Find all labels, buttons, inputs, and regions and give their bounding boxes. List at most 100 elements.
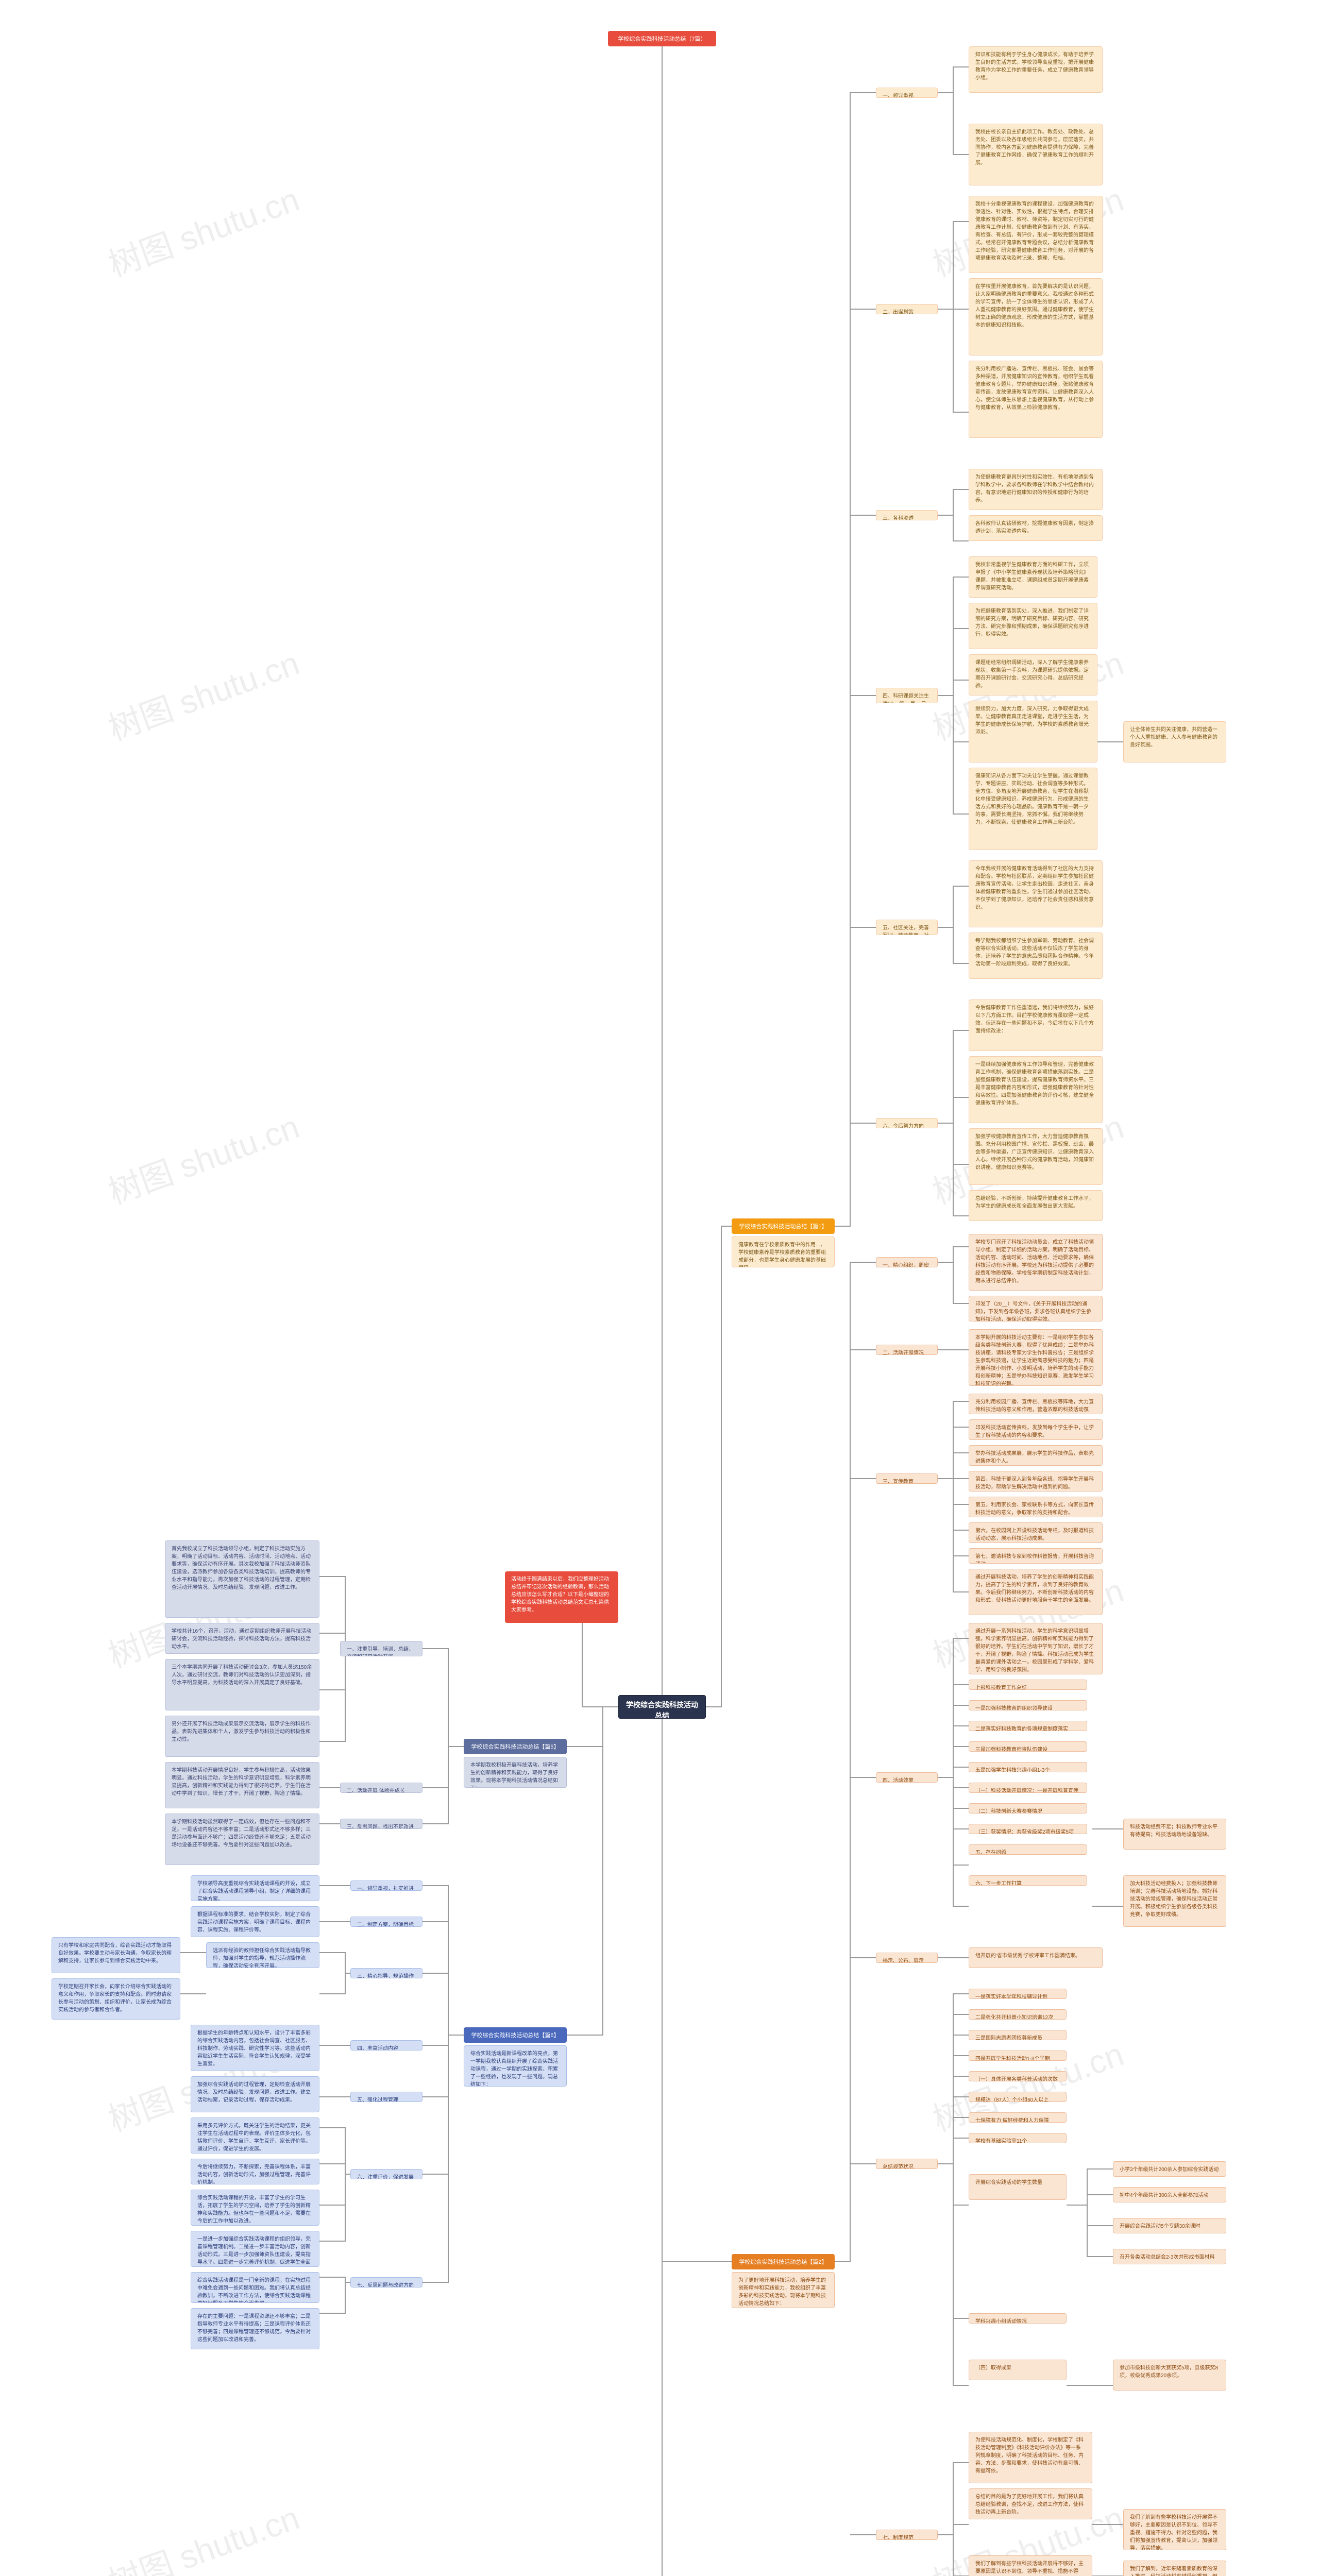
detail-box: 另外还开展了科技活动成果展示交流活动，展示学生的科技作品，表彰先进集体和个人，激… bbox=[165, 1716, 319, 1757]
detail-box: 开展综合实践活动5个专题30余课时 bbox=[1113, 2218, 1226, 2233]
detail-box: 今年我校开展的健康教育活动得到了社区的大力支持和配合。学校与社区联系，定期组织学… bbox=[969, 860, 1103, 927]
detail-box: 选派有经验的教师担任综合实践活动指导教师，加强对学生的指导，规范活动操作流程，确… bbox=[206, 1942, 319, 1968]
detail-box: 继续努力，加大力度，深入研究，力争取得更大成果。让健康教育真正走进课堂，走进学生… bbox=[969, 701, 1097, 762]
detail-box: 知识和技能有利于学生身心健康成长，有助于培养学生良好的生活方式，学校领导高度重视… bbox=[969, 46, 1103, 93]
detail-box: 通过开展科技活动，培养了学生的创新精神和实践能力，提高了学生的科学素养，收到了良… bbox=[969, 1569, 1103, 1615]
top-title: 学校综合实践科技活动总结（7篇） bbox=[608, 31, 716, 46]
detail-box: 小学3个年级共计200余人参加综合实践活动 bbox=[1113, 2161, 1226, 2177]
detail-box: 学科兴趣小组活动情况 bbox=[969, 2313, 1067, 2324]
subtopic-label[interactable]: 总结规范状况 bbox=[876, 2159, 938, 2169]
detail-box: （一）科技活动开展情况：一是开展科普宣传周活动 bbox=[969, 1783, 1087, 1793]
subtopic-label[interactable]: 三、反思问题，找出不足改进工作 bbox=[340, 1819, 422, 1829]
branch-intro: 健康教育在学校素质教育中的作用...，学校健康素养是学校素质教育的重要组成部分，… bbox=[732, 1236, 835, 1267]
subtopic-label[interactable]: 四、科研课题关注生活20__年__月__日 bbox=[876, 688, 938, 703]
detail-box: 综合实践活动课程的开设，丰富了学生的学习生活，拓展了学生的学习空间，培养了学生的… bbox=[191, 2190, 319, 2226]
detail-box: 开展综合实践活动的学生数量 bbox=[969, 2174, 1067, 2200]
branch-intro: 本学期我校积极开展科技活动，培养学生的创新精神和实践能力，取得了良好效果。现将本… bbox=[464, 1757, 567, 1788]
detail-box: 举办科技活动成果展，展示学生的科技作品，表彰先进集体和个人。 bbox=[969, 1445, 1103, 1466]
subtopic-label[interactable]: 二、出谋划策 bbox=[876, 304, 938, 314]
detail-box: 通过开展一系列科技活动，学生的科学意识明显增强，科学素养明显提高，创新精神和实践… bbox=[969, 1623, 1103, 1674]
watermark: 树图 shutu.cn bbox=[101, 2492, 305, 2576]
detail-box: 本学期科技活动开展情况良好，学生参与积极性高，活动效果明显。通过科技活动，学生的… bbox=[165, 1762, 319, 1808]
detail-box: 四是开展学生科技活动1-3个学期 bbox=[969, 2050, 1067, 2061]
detail-box: 三是加强科技教育师资队伍建设 bbox=[969, 1741, 1087, 1752]
detail-box: 二是强化共开科普小知识培训12次 bbox=[969, 2009, 1067, 2020]
subtopic-label[interactable]: 七、反思问题与改进方向 bbox=[350, 2277, 422, 2287]
watermark: 树图 shutu.cn bbox=[101, 173, 305, 286]
detail-box: 我们了解到，近年来随着素质教育的深入推进，科技活动越来越受到重视，但也存在一些问… bbox=[1123, 2561, 1226, 2576]
detail-box: 我校非常重视学生健康教育方面的科研工作，立项申报了《中小学生健康素养现状及培养策… bbox=[969, 556, 1097, 598]
detail-box: 本学期开展的科技活动主要有：一是组织学生参加各级各类科技创新大赛，取得了优异成绩… bbox=[969, 1329, 1103, 1386]
detail-box: 印发科技活动宣传资料，发放到每个学生手中，让学生了解科技活动的内容和要求。 bbox=[969, 1419, 1103, 1440]
detail-box: 组开展的'省市级优秀'学校评审工作圆满结束。 bbox=[969, 1947, 1103, 1968]
subtopic-label[interactable]: 一、领导重视，扎实推进 bbox=[350, 1880, 422, 1891]
subtopic-label[interactable]: 三、宣传教育 bbox=[876, 1473, 938, 1484]
detail-box: 印发了（20__）号文件，《关于开展科技活动的通知》，下发到各年级各班，要求各班… bbox=[969, 1296, 1103, 1321]
subtopic-label[interactable]: 二、活动开展 体验并成长 bbox=[340, 1783, 422, 1793]
branch-label[interactable]: 学校综合实践科技活动总结【篇1】 bbox=[732, 1218, 835, 1234]
detail-box: 为把健康教育落到实处，深入推进，我们制定了详细的研究方案，明确了研究目标、研究内… bbox=[969, 603, 1097, 649]
detail-box: 学校领导高度重视综合实践活动课程的开设，成立了综合实践活动课程领导小组，制定了详… bbox=[191, 1875, 319, 1901]
detail-box: 学校共计16个，召开，活动，通过定期组织教师开展科技活动研讨会，交流科技活动经验… bbox=[165, 1623, 319, 1654]
detail-box: 三是国际志愿者团招募新成员 bbox=[969, 2030, 1067, 2040]
subtopic-label[interactable]: 三、精心指导，规范操作 bbox=[350, 1968, 422, 1978]
detail-box: 综合实践活动课程是一门全新的课程，在实施过程中难免会遇到一些问题和困难。我们将认… bbox=[191, 2272, 319, 2303]
subtopic-label[interactable]: 一、精心组织，周密安排 bbox=[876, 1257, 938, 1267]
detail-box: 采用多元评价方式，既关注学生的活动结果，更关注学生在活动过程中的表现。评价主体多… bbox=[191, 2117, 319, 2154]
branch-label[interactable]: 学校综合实践科技活动总结【篇2】 bbox=[732, 2254, 835, 2269]
subtopic-label[interactable]: 三、各科渗透 bbox=[876, 510, 938, 520]
detail-box: 一是继续加强健康教育工作领导和管理，完善健康教育工作机制，确保健康教育各项措施落… bbox=[969, 1056, 1103, 1123]
subtopic-label[interactable]: 六、今后努力方向 bbox=[876, 1118, 938, 1128]
subtopic-label[interactable]: 一、领导重视 bbox=[876, 88, 938, 98]
detail-box: 在学校里开展健康教育，首先要解决的是认识问题，让大家明确健康教育的重要意义。我校… bbox=[969, 278, 1103, 355]
detail-box: 第四，科技干部深入到各年级各班，指导学生开展科技活动，帮助学生解决活动中遇到的问… bbox=[969, 1471, 1103, 1492]
detail-box: 只有学校和家庭共同配合，综合实践活动才能取得良好效果。学校要主动与家长沟通，争取… bbox=[52, 1937, 180, 1973]
watermark: 树图 shutu.cn bbox=[925, 2028, 1129, 2141]
detail-box: 加强学校健康教育宣传工作，大力营造健康教育氛围。充分利用校园广播、宣传栏、黑板报… bbox=[969, 1128, 1103, 1185]
detail-box: 课题组经常组织调研活动，深入了解学生健康素养现状，收集第一手资料，为课题研究提供… bbox=[969, 654, 1097, 696]
detail-box: 存在的主要问题：一是课程资源还不够丰富；二是指导教师专业水平有待提高；三是课程评… bbox=[191, 2308, 319, 2349]
subtopic-label[interactable]: 一、注重引导，培训、总结、交流和研究活动开展 bbox=[340, 1641, 422, 1656]
detail-box: （三）获奖情况：共获省级奖2项市级奖5项 bbox=[969, 1824, 1087, 1834]
detail-box: 七保障有力 做好经费和人力保障 bbox=[969, 2112, 1067, 2123]
detail-box: 科技活动经费不足；科技教师专业水平有待提高；科技活动场地设备短缺。 bbox=[1123, 1819, 1226, 1850]
detail-box: 加强综合实践活动的过程管理，定期检查活动开展情况，及时总结经验，发现问题，改进工… bbox=[191, 2076, 319, 2112]
intro-text: 活动终于圆满结束以后，我们应整理好活动总结并牢记这次活动的经验教训，那么活动总结… bbox=[505, 1571, 618, 1623]
detail-box: 让全体师生共同关注健康，共同营造一个人人重视健康、人人参与健康教育的良好氛围。 bbox=[1123, 721, 1226, 762]
root-node[interactable]: 学校综合实践科技活动总结 bbox=[618, 1695, 706, 1719]
detail-box: 我们了解到有些学校科技活动开展得不够好，主要原因是认识不到位、领导不重视、措施不… bbox=[1123, 2509, 1226, 2550]
branch-label[interactable]: 学校综合实践科技活动总结【篇6】 bbox=[464, 2027, 567, 2043]
detail-box: 根据课程标准的要求，结合学校实际，制定了综合实践活动课程实施方案，明确了课程目标… bbox=[191, 1906, 319, 1937]
detail-box: 各科教师认真钻研教材，挖掘健康教育因素，制定渗透计划，落实渗透内容。 bbox=[969, 515, 1103, 541]
subtopic-label[interactable]: 揭示、公布、展示 bbox=[876, 1953, 938, 1963]
detail-box: 健康知识从各方面下功夫让学生掌握。通过课堂教学、专题讲座、实践活动、社会调查等多… bbox=[969, 768, 1097, 850]
subtopic-label[interactable]: 七、制度规范 bbox=[876, 2530, 938, 2540]
detail-box: 充分利用校广播站、宣传栏、黑板报、班会、晨会等多种渠道，开展健康知识的宣传教育。… bbox=[969, 361, 1103, 438]
detail-box: 我们了解到有些学校科技活动开展得不够好，主要原因是认识不到位、领导不重视、措施不… bbox=[969, 2555, 1092, 2576]
subtopic-label[interactable]: 四、活动效果 bbox=[876, 1772, 938, 1783]
subtopic-label[interactable]: 五、社区关注，完善军训、劳动教育、社会调查等活动 bbox=[876, 920, 938, 935]
detail-box: （四）取得成果 bbox=[969, 2360, 1067, 2380]
subtopic-label[interactable]: 二、制定方案，明确目标 bbox=[350, 1917, 422, 1927]
subtopic-label[interactable]: 五、强化过程管理 bbox=[350, 2092, 422, 2102]
detail-box: 每学期我校都组织学生参加军训、劳动教育、社会调查等综合实践活动。这些活动不仅锻炼… bbox=[969, 933, 1103, 979]
detail-box: 学校有基础实验室11个 bbox=[969, 2133, 1067, 2143]
detail-box: 规模达（87人）个小组60人以上 bbox=[969, 2092, 1067, 2102]
detail-box: 为使健康教育更具针对性和实效性，有机地渗透到各学科教学中，要求各科教师在学科教学… bbox=[969, 469, 1103, 510]
detail-box: 充分利用校园广播、宣传栏、黑板报等阵地，大力宣传科技活动的意义和作用，营造浓厚的… bbox=[969, 1394, 1103, 1414]
detail-box: 首先我校成立了科技活动领导小组，制定了科技活动实施方案，明确了活动目标、活动内容… bbox=[165, 1540, 319, 1618]
detail-box: （二）科技创新大赛参赛情况 bbox=[969, 1803, 1087, 1814]
subtopic-label[interactable]: 六、注重评价，促进发展 bbox=[350, 2169, 422, 2179]
detail-box: （一）具体开展各类科普活动的次数 bbox=[969, 2071, 1067, 2081]
detail-box: 第五，利用家长会、家校联系卡等方式，向家长宣传科技活动的意义，争取家长的支持和配… bbox=[969, 1497, 1103, 1517]
detail-box: 一是进一步加强综合实践活动课程的组织领导，完善课程管理机制。二是进一步丰富活动内… bbox=[191, 2231, 319, 2267]
detail-box: 今后将继续努力，不断探索，完善课程体系，丰富活动内容，创新活动形式，加强过程管理… bbox=[191, 2159, 319, 2184]
detail-box: 学校定期召开家长会，向家长介绍综合实践活动的意义和作用，争取家长的支持和配合。同… bbox=[52, 1978, 180, 2020]
detail-box: 我校由校长亲自主抓此项工作。教务处、政教处、总务处、团委以及各年级组长共同参与，… bbox=[969, 124, 1103, 185]
subtopic-label[interactable]: 二、活动开展情况 bbox=[876, 1345, 938, 1355]
detail-box: 二是落实好科技教育的各项规章制度落实 bbox=[969, 1721, 1087, 1731]
detail-box: 初中4个年级共计300余人全部参加活动 bbox=[1113, 2187, 1226, 2202]
branch-label[interactable]: 学校综合实践科技活动总结【篇5】 bbox=[464, 1739, 567, 1754]
subtopic-label[interactable]: 四、丰富活动内容 bbox=[350, 2040, 422, 2050]
detail-box: 第七，邀请科技专家到校作科普报告，开展科技咨询活动。 bbox=[969, 1548, 1103, 1564]
